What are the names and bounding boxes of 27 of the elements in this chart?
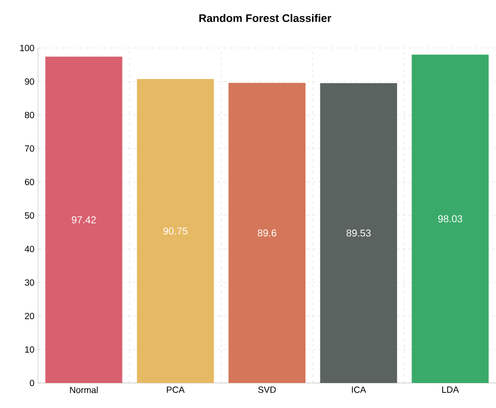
x-tick-label: Normal [70,386,98,394]
y-tick-label: 10 [25,346,34,353]
bar [228,82,306,383]
data-label: 90.75 [163,227,188,235]
y-tick-label: 80 [24,112,34,118]
bar [320,83,398,383]
y-tick-label: 0 [30,380,34,386]
bar [412,54,489,383]
x-tick-label: SVD [258,386,276,393]
y-tick-label: 90 [24,78,34,85]
data-label: 89.53 [346,230,371,237]
data-label: 97.42 [72,216,96,224]
data-label: 89.6 [258,229,276,236]
x-tick-label: PCA [166,386,185,393]
data-label: 98.03 [438,215,462,222]
chart-title: Random Forest Classifier [199,14,332,22]
y-tick-label: 70 [24,145,34,152]
bar [136,78,214,383]
x-tick-label: ICA [352,386,366,393]
y-tick-label: 40 [24,246,34,252]
y-tick-label: 100 [20,44,34,52]
y-tick-label: 50 [24,212,34,219]
y-tick-label: 20 [24,312,34,320]
x-tick-label: LDA [442,386,459,393]
bar [45,56,122,383]
y-tick-label: 30 [24,279,34,286]
y-tick-label: 60 [24,178,34,186]
